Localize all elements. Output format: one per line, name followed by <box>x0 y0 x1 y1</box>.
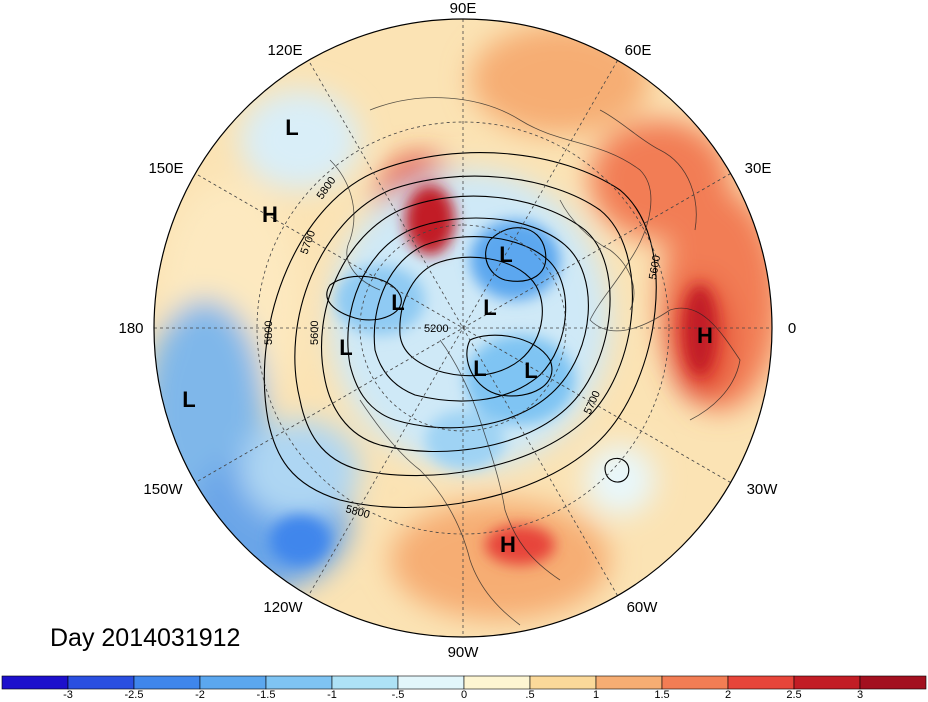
lon-label-30e: 30E <box>745 160 772 177</box>
pressure-centers: L H L L L L L L H L H <box>182 115 713 557</box>
colorbar-swatch <box>331 675 399 690</box>
height-contours <box>263 152 657 509</box>
colorbar-tick-label: -.5 <box>392 689 405 701</box>
lon-label-150w: 150W <box>143 481 183 498</box>
colorbar-swatch <box>727 675 795 690</box>
colorbar-swatch <box>859 675 927 690</box>
lon-label-120e: 120E <box>267 42 302 59</box>
colorbar-swatch <box>199 675 267 690</box>
colorbar-tick-label: 3 <box>857 689 863 701</box>
lon-label-0: 0 <box>788 320 796 337</box>
anomaly-shading <box>154 19 772 637</box>
colorbar-tick-label: 2.5 <box>786 689 801 701</box>
colorbar-swatch <box>463 675 531 690</box>
lon-label-120w: 120W <box>263 599 303 616</box>
low-center-marker: L <box>499 242 512 267</box>
colorbar-tick-label: -2 <box>195 689 205 701</box>
contour-label: 5600 <box>309 321 321 345</box>
colorbar-swatch <box>67 675 135 690</box>
colorbar: -3 -2.5 -2 -1.5 -1 -.5 0 .5 1 1.5 2 2.5 3 <box>1 675 927 701</box>
colorbar-tick-label: 1.5 <box>654 689 669 701</box>
colorbar-swatch <box>595 675 663 690</box>
contour-label: 5200 <box>424 323 448 335</box>
colorbar-tick-label: 1 <box>593 689 599 701</box>
colorbar-swatch <box>265 675 333 690</box>
lon-label-90w: 90W <box>448 644 480 661</box>
low-center-marker: L <box>483 295 496 320</box>
low-center-marker: L <box>285 115 298 140</box>
colorbar-swatch <box>793 675 861 690</box>
colorbar-swatch <box>529 675 597 690</box>
day-timestamp-label: Day 2014031912 <box>50 624 240 652</box>
lon-label-60w: 60W <box>627 599 659 616</box>
lon-label-30w: 30W <box>747 481 779 498</box>
low-center-marker: L <box>391 290 404 315</box>
colorbar-tick-label: -1.5 <box>257 689 276 701</box>
high-center-marker: H <box>500 532 516 557</box>
lon-label-60e: 60E <box>625 42 652 59</box>
colorbar-tick-label: -3 <box>63 689 73 701</box>
colorbar-tick-label: 0 <box>461 689 467 701</box>
contour-label: 5800 <box>263 321 275 345</box>
colorbar-tick-label: .5 <box>525 689 534 701</box>
longitude-labels: 90E 60E 30E 0 30W 60W 90W 120W 150W 180 … <box>118 0 796 661</box>
colorbar-swatch <box>1 675 69 690</box>
low-center-marker: L <box>182 387 195 412</box>
lon-label-150e: 150E <box>148 160 183 177</box>
map-boundary <box>153 18 773 638</box>
colorbar-tick-label: -1 <box>327 689 337 701</box>
colorbar-swatch <box>397 675 465 690</box>
low-center-marker: L <box>339 335 352 360</box>
lon-label-180: 180 <box>118 320 143 337</box>
graticule <box>154 19 772 637</box>
high-center-marker: H <box>262 202 278 227</box>
contour-label: 5600 <box>647 254 663 280</box>
high-center-marker: H <box>697 323 713 348</box>
lon-label-90e: 90E <box>450 0 477 17</box>
colorbar-tick-label: -2.5 <box>125 689 144 701</box>
colorbar-tick-label: 2 <box>725 689 731 701</box>
low-center-marker: L <box>524 358 537 383</box>
colorbar-swatch <box>133 675 201 690</box>
colorbar-swatch <box>661 675 729 690</box>
low-center-marker: L <box>473 356 486 381</box>
coastlines <box>329 97 741 626</box>
